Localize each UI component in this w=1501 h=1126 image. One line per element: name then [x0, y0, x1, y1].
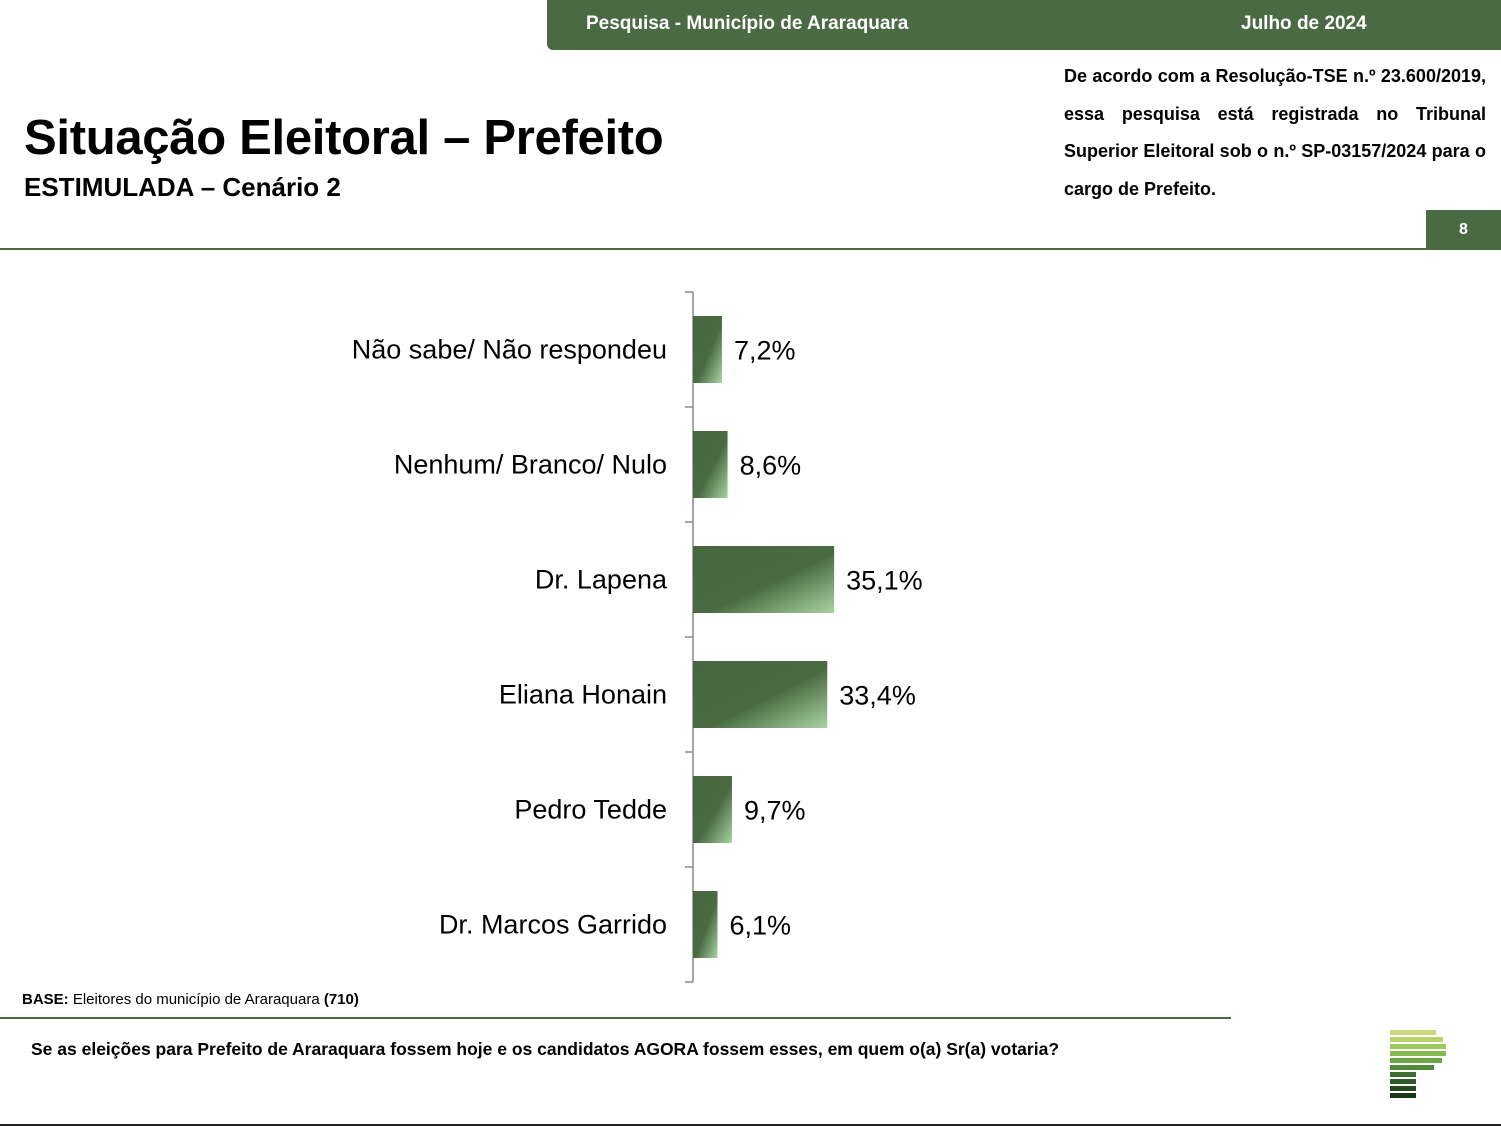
data-label: 6,1% — [730, 911, 792, 941]
page-subtitle: ESTIMULADA – Cenário 2 — [24, 172, 341, 202]
legal-registration-note: De acordo com a Resolução-TSE n.º 23.600… — [1064, 66, 1486, 199]
bar — [693, 546, 835, 613]
data-label: 33,4% — [839, 681, 916, 711]
category-label: Dr. Marcos Garrido — [439, 910, 667, 940]
category-label: Dr. Lapena — [535, 565, 668, 595]
page-number-badge: 8 — [1426, 210, 1501, 250]
header-bar: Pesquisa - Município de Araraquara Julho… — [547, 0, 1501, 50]
bar-chart: Não sabe/ Não respondeu 7,2% Nenhum/ Branc… — [352, 291, 923, 983]
base-label: BASE: — [22, 991, 69, 1008]
base-count: (710) — [323, 991, 359, 1008]
page-title: Situação Eleitoral – Prefeito — [24, 111, 664, 165]
bar — [693, 891, 718, 958]
header-survey-title: Pesquisa - Município de Araraquara — [586, 13, 909, 34]
header-date: Julho de 2024 — [1241, 13, 1367, 34]
bar — [693, 661, 828, 728]
header-divider — [0, 248, 1501, 250]
data-label: 7,2% — [734, 336, 796, 366]
category-label: Nenhum/ Branco/ Nulo — [394, 450, 667, 480]
category-label: Pedro Tedde — [514, 795, 667, 825]
category-label: Não sabe/ Não respondeu — [352, 335, 667, 365]
base-note: BASE: Eleitores do município de Araraqua… — [22, 991, 359, 1008]
bar — [693, 776, 732, 843]
category-label: Eliana Honain — [499, 680, 667, 710]
data-label: 9,7% — [744, 796, 806, 826]
data-label: 35,1% — [846, 566, 923, 596]
slide-bottom-border — [0, 1124, 1501, 1126]
survey-question: Se as eleições para Prefeito de Araraqua… — [31, 1039, 1060, 1059]
footer-divider — [0, 1017, 1231, 1019]
base-text: Eleitores do município de Araraquara — [72, 991, 320, 1008]
bar — [693, 316, 722, 383]
data-label: 8,6% — [740, 451, 802, 481]
striped-p-logo-icon — [1390, 1030, 1446, 1098]
bar — [693, 431, 728, 498]
